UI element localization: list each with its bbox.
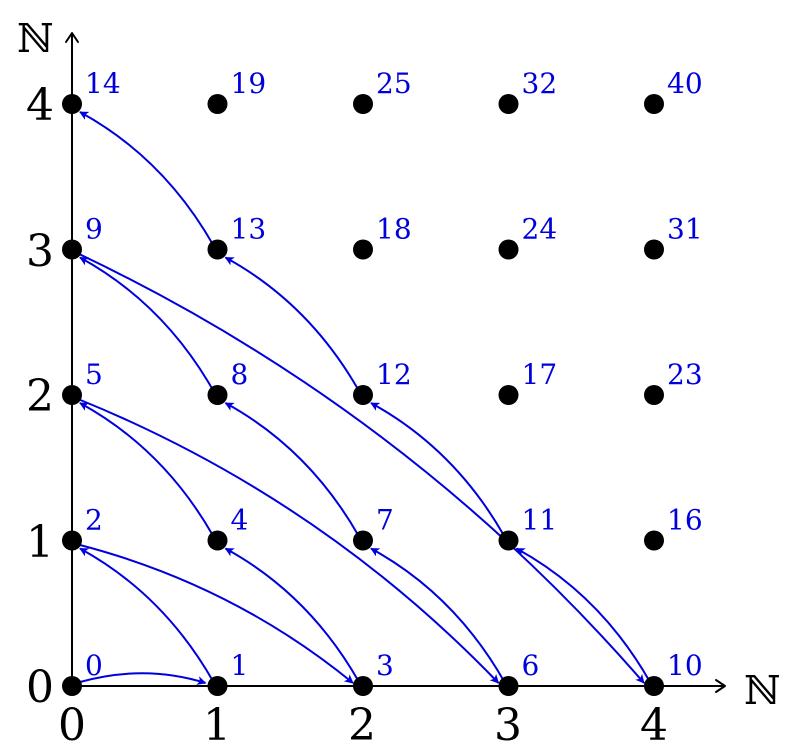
- node-label-13: 13: [231, 213, 267, 246]
- grid-point-8: [207, 385, 228, 405]
- grid-point-7: [353, 530, 373, 551]
- grid-point-19: [207, 94, 228, 114]
- edge-11-to-12: [370, 402, 506, 537]
- grid-point-24: [498, 239, 519, 260]
- node-label-11: 11: [522, 504, 558, 537]
- node-label-25: 25: [376, 67, 412, 100]
- node-label-32: 32: [522, 67, 558, 100]
- node-label-23: 23: [667, 358, 703, 391]
- y-axis-name: ℕ: [17, 16, 54, 62]
- node-label-16: 16: [667, 504, 703, 537]
- x-axis-arrow-icon: [715, 679, 726, 693]
- x-tick-label: 2: [348, 700, 376, 751]
- y-tick-label: 0: [26, 662, 54, 713]
- node-label-4: 4: [231, 504, 249, 537]
- grid-point-6: [498, 676, 519, 696]
- grid-point-17: [498, 385, 519, 405]
- grid-point-31: [644, 239, 664, 260]
- node-label-12: 12: [376, 358, 412, 391]
- edge-1-to-2: [79, 547, 215, 683]
- edge-6-to-7: [370, 547, 506, 683]
- node-label-0: 0: [85, 649, 103, 682]
- grid-point-3: [353, 676, 373, 696]
- grid-point-4: [207, 530, 228, 551]
- grid-point-14: [62, 94, 82, 114]
- grid-point-5: [62, 385, 82, 405]
- node-label-1: 1: [231, 649, 249, 682]
- grid-point-1: [207, 676, 228, 696]
- edge-8-to-9: [79, 256, 215, 392]
- node-label-10: 10: [667, 649, 703, 682]
- y-tick-label: 4: [26, 80, 54, 131]
- edge-7-to-8: [224, 402, 360, 537]
- edge-0-to-1: [79, 672, 207, 685]
- edge-3-to-4: [224, 547, 360, 683]
- node-label-18: 18: [376, 213, 412, 246]
- node-label-8: 8: [231, 358, 249, 391]
- edge-13-to-14: [79, 111, 215, 246]
- edges: [77, 111, 651, 685]
- edge-9-to-10: [77, 252, 645, 684]
- node-label-31: 31: [667, 213, 703, 246]
- grid-point-25: [353, 94, 373, 114]
- node-label-19: 19: [231, 67, 267, 100]
- node-label-5: 5: [85, 358, 103, 391]
- edge-2-to-3: [77, 543, 354, 684]
- edge-5-to-6: [77, 398, 500, 684]
- grid-point-12: [353, 385, 373, 405]
- x-tick-label: 4: [640, 700, 668, 751]
- grid-point-2: [62, 530, 82, 551]
- node-label-6: 6: [522, 649, 540, 682]
- node-label-14: 14: [85, 67, 121, 100]
- node-label-9: 9: [85, 213, 103, 246]
- x-tick-label: 0: [58, 700, 86, 751]
- node-label-7: 7: [376, 504, 394, 537]
- x-tick-label: 3: [494, 700, 522, 751]
- node-label-40: 40: [667, 67, 703, 100]
- x-tick-label: 1: [203, 700, 231, 751]
- y-axis-arrow-icon: [65, 32, 79, 43]
- axes: ℕ ℕ 0 1 2 3 4 0 1 2 3 4: [17, 16, 781, 751]
- grid-point-18: [353, 239, 373, 260]
- y-tick-label: 1: [26, 517, 54, 568]
- edge-10-to-11: [515, 547, 651, 683]
- x-axis-name: ℕ: [744, 668, 781, 714]
- y-tick-label: 3: [26, 226, 54, 277]
- edge-12-to-13: [224, 256, 360, 392]
- node-label-3: 3: [376, 649, 394, 682]
- grid-point-40: [644, 94, 664, 114]
- node-label-2: 2: [85, 504, 103, 537]
- grid-point-23: [644, 385, 664, 405]
- grid-point-16: [644, 530, 664, 551]
- edge-4-to-5: [79, 402, 215, 537]
- grid-point-10: [644, 676, 664, 696]
- node-label-24: 24: [522, 213, 558, 246]
- grid-point-11: [498, 530, 519, 551]
- y-tick-label: 2: [26, 371, 54, 422]
- grid-point-0: [62, 676, 82, 696]
- grid-point-13: [207, 239, 228, 260]
- node-label-17: 17: [522, 358, 558, 391]
- grid-point-9: [62, 239, 82, 260]
- grid-point-32: [498, 94, 519, 114]
